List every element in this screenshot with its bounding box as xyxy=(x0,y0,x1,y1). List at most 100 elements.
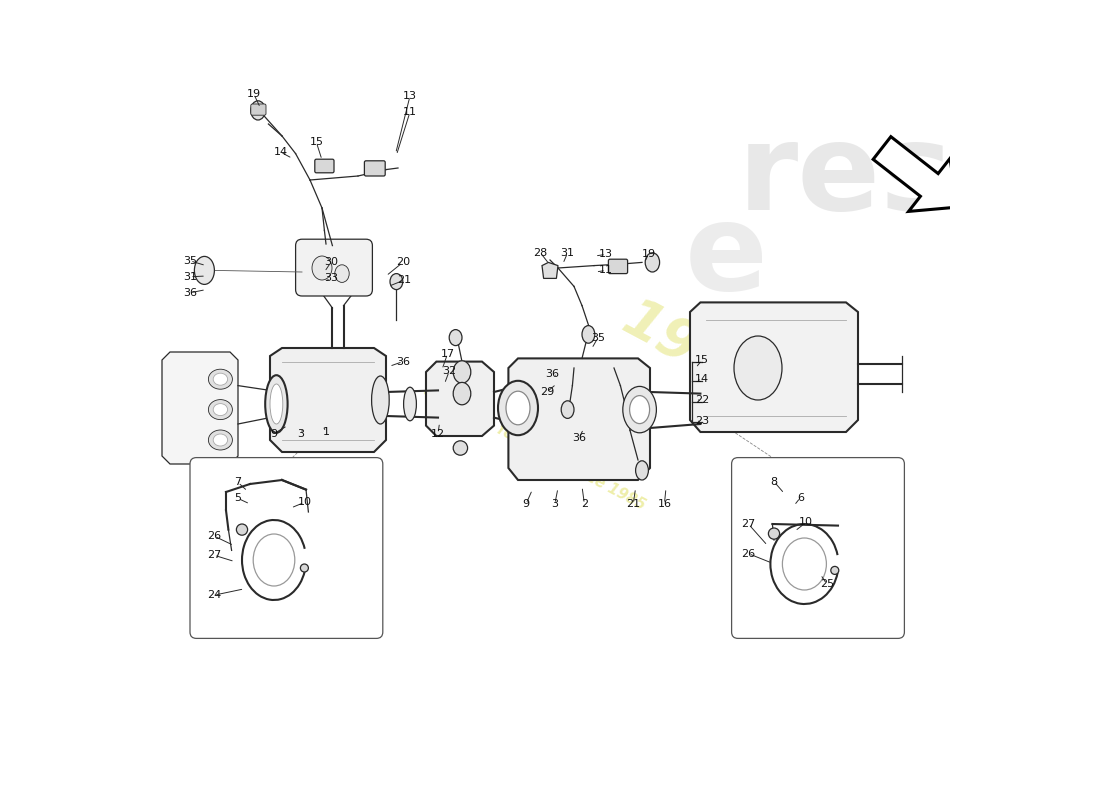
Text: 22: 22 xyxy=(695,395,710,405)
FancyBboxPatch shape xyxy=(732,458,904,638)
Ellipse shape xyxy=(453,361,471,383)
Ellipse shape xyxy=(623,386,657,433)
FancyBboxPatch shape xyxy=(251,104,266,115)
Ellipse shape xyxy=(453,382,471,405)
Polygon shape xyxy=(508,358,650,480)
Text: 33: 33 xyxy=(323,274,338,283)
Text: 12: 12 xyxy=(431,429,446,438)
Ellipse shape xyxy=(636,461,648,480)
Text: a passion for parts since 1985: a passion for parts since 1985 xyxy=(420,383,648,513)
Ellipse shape xyxy=(734,336,782,400)
Ellipse shape xyxy=(782,538,826,590)
Text: 11: 11 xyxy=(403,107,417,117)
Text: 1985: 1985 xyxy=(613,292,774,412)
Ellipse shape xyxy=(506,391,530,425)
Text: 32: 32 xyxy=(442,366,456,376)
Text: 13: 13 xyxy=(600,250,613,259)
Ellipse shape xyxy=(830,566,839,574)
FancyBboxPatch shape xyxy=(190,458,383,638)
Text: 35: 35 xyxy=(183,256,197,266)
Text: 25: 25 xyxy=(820,579,834,589)
Text: 7: 7 xyxy=(234,478,242,487)
Text: 3: 3 xyxy=(551,499,559,509)
Polygon shape xyxy=(873,137,958,211)
Ellipse shape xyxy=(372,376,389,424)
Text: 9: 9 xyxy=(271,429,277,438)
Text: 27: 27 xyxy=(207,550,221,560)
Text: 21: 21 xyxy=(397,275,411,285)
Ellipse shape xyxy=(236,524,248,535)
Ellipse shape xyxy=(769,528,780,539)
Text: 36: 36 xyxy=(396,357,410,366)
Ellipse shape xyxy=(449,330,462,346)
Polygon shape xyxy=(162,352,238,464)
Text: 36: 36 xyxy=(572,434,586,443)
Text: 15: 15 xyxy=(309,138,323,147)
Text: 35: 35 xyxy=(591,333,605,342)
Text: 23: 23 xyxy=(695,416,710,426)
Ellipse shape xyxy=(334,265,349,282)
Text: 1: 1 xyxy=(322,427,330,437)
Text: 5: 5 xyxy=(234,494,242,503)
Text: 20: 20 xyxy=(396,258,410,267)
Text: 9: 9 xyxy=(522,499,529,509)
FancyBboxPatch shape xyxy=(296,239,373,296)
Text: 14: 14 xyxy=(695,374,710,384)
Ellipse shape xyxy=(270,384,283,424)
Text: 24: 24 xyxy=(207,590,221,600)
Ellipse shape xyxy=(208,370,232,389)
Ellipse shape xyxy=(582,326,595,343)
Polygon shape xyxy=(270,348,386,452)
Text: 26: 26 xyxy=(741,549,756,558)
Text: e: e xyxy=(684,198,768,314)
Ellipse shape xyxy=(208,400,232,419)
Ellipse shape xyxy=(390,274,403,290)
Text: 13: 13 xyxy=(403,91,417,101)
Ellipse shape xyxy=(208,430,232,450)
Ellipse shape xyxy=(312,256,332,280)
Text: 11: 11 xyxy=(600,266,613,275)
Text: 26: 26 xyxy=(207,531,221,541)
Text: 27: 27 xyxy=(741,519,756,529)
Ellipse shape xyxy=(265,375,287,433)
Ellipse shape xyxy=(213,373,228,385)
Ellipse shape xyxy=(498,381,538,435)
Ellipse shape xyxy=(213,403,228,416)
Text: 31: 31 xyxy=(561,248,574,258)
Text: 3: 3 xyxy=(297,429,304,438)
Polygon shape xyxy=(690,302,858,432)
Text: 2: 2 xyxy=(581,499,589,509)
Text: 21: 21 xyxy=(626,499,640,509)
Text: 15: 15 xyxy=(695,355,710,365)
Ellipse shape xyxy=(253,534,295,586)
Ellipse shape xyxy=(646,253,660,272)
Text: 16: 16 xyxy=(658,499,671,509)
Text: 17: 17 xyxy=(440,349,454,358)
Text: 36: 36 xyxy=(546,370,560,379)
Text: 8: 8 xyxy=(770,477,778,486)
Text: 10: 10 xyxy=(297,498,311,507)
Text: res: res xyxy=(738,118,954,234)
Text: 10: 10 xyxy=(799,518,813,527)
Text: 36: 36 xyxy=(183,288,197,298)
Text: 31: 31 xyxy=(183,272,197,282)
Ellipse shape xyxy=(213,434,228,446)
Text: 30: 30 xyxy=(323,258,338,267)
Ellipse shape xyxy=(629,396,650,424)
Polygon shape xyxy=(542,262,558,278)
FancyBboxPatch shape xyxy=(364,161,385,176)
Ellipse shape xyxy=(561,401,574,418)
Ellipse shape xyxy=(195,256,214,284)
FancyBboxPatch shape xyxy=(608,259,628,274)
Ellipse shape xyxy=(251,101,265,120)
Ellipse shape xyxy=(300,564,308,572)
Text: 19: 19 xyxy=(246,90,261,99)
FancyBboxPatch shape xyxy=(315,159,334,173)
Polygon shape xyxy=(426,362,494,436)
Ellipse shape xyxy=(404,387,417,421)
Text: 6: 6 xyxy=(796,493,804,502)
Text: 19: 19 xyxy=(641,250,656,259)
Ellipse shape xyxy=(453,441,468,455)
Text: 28: 28 xyxy=(534,248,548,258)
Text: 29: 29 xyxy=(540,387,554,397)
